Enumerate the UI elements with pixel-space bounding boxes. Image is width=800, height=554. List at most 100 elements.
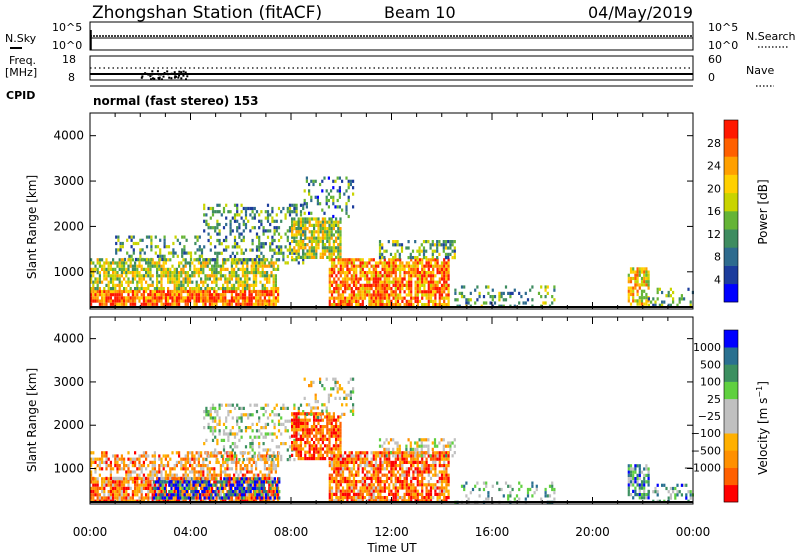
power-cell <box>98 277 101 281</box>
power-cell <box>109 274 112 278</box>
power-cell <box>149 302 152 306</box>
power-cell <box>361 296 364 300</box>
velocity-cell <box>299 421 302 425</box>
power-cell <box>328 287 331 291</box>
power-cell <box>184 302 187 306</box>
velocity-cell <box>216 442 219 446</box>
power-cell <box>436 290 439 294</box>
velocity-cell <box>94 483 97 487</box>
velocity-cell <box>220 438 223 442</box>
velocity-cell <box>295 415 298 419</box>
velocity-cell <box>335 486 338 490</box>
velocity-cell <box>229 477 232 481</box>
nave-point <box>147 73 150 76</box>
power-cell <box>317 239 320 243</box>
velocity-cell <box>151 490 154 494</box>
power-cell <box>116 289 119 294</box>
power-cell <box>647 297 650 301</box>
power-cell <box>224 289 227 294</box>
velocity-cell <box>145 480 148 484</box>
power-cell <box>230 302 233 306</box>
power-cell <box>379 274 382 278</box>
velocity-cell <box>120 480 123 484</box>
power-cell <box>237 299 240 303</box>
power-cell <box>348 303 351 307</box>
velocity-cell <box>341 412 344 416</box>
power-cell <box>634 283 637 287</box>
power-cell <box>396 283 400 287</box>
velocity-cell <box>310 384 313 388</box>
power-cell <box>627 273 630 277</box>
power-cell <box>107 280 110 284</box>
velocity-cell <box>233 454 237 458</box>
power-cell <box>295 243 298 247</box>
velocity-cell <box>239 477 242 481</box>
power-cell <box>315 239 318 243</box>
power-cell <box>220 251 223 255</box>
power-cell <box>103 289 106 294</box>
power-cell <box>172 241 175 246</box>
velocity-cell <box>103 460 106 464</box>
velocity-cell <box>306 441 309 445</box>
power-cell <box>195 296 198 300</box>
velocity-cell <box>203 416 206 420</box>
power-cell <box>308 192 311 196</box>
power-cell <box>103 261 106 265</box>
power-cell <box>325 202 328 206</box>
velocity-cell <box>295 441 298 445</box>
power-cell <box>429 296 433 300</box>
velocity-cell <box>260 483 263 487</box>
power-cell <box>308 223 311 227</box>
power-cell <box>436 246 439 250</box>
power-cell <box>105 302 108 306</box>
velocity-cell <box>186 460 189 464</box>
power-cell <box>178 287 181 291</box>
power-cell <box>302 258 305 262</box>
power-cell <box>335 239 338 243</box>
power-cell <box>317 243 320 247</box>
velocity-cell <box>94 493 97 497</box>
power-cell <box>454 298 457 302</box>
velocity-cell <box>344 492 347 496</box>
velocity-cell <box>363 451 367 455</box>
velocity-cell <box>366 499 369 503</box>
velocity-cell <box>238 458 241 462</box>
power-colorbar-swatch <box>724 156 738 175</box>
velocity-cell <box>168 490 171 494</box>
velocity-cell <box>134 476 137 480</box>
velocity-cell <box>374 489 378 493</box>
power-cell <box>272 299 275 303</box>
power-cell <box>252 302 255 306</box>
velocity-cell <box>335 473 338 477</box>
velocity-cell <box>275 445 278 449</box>
power-cell <box>134 296 137 300</box>
power-cell <box>257 264 260 268</box>
power-cell <box>291 255 294 259</box>
power-cell <box>206 274 209 278</box>
velocity-cell <box>212 490 215 494</box>
power-cell <box>233 299 236 303</box>
velocity-cell <box>151 483 154 487</box>
power-cell <box>193 258 196 262</box>
velocity-cell <box>214 406 217 410</box>
power-cell <box>344 283 347 287</box>
power-cell <box>438 240 441 244</box>
velocity-cell <box>295 431 298 435</box>
velocity-cell <box>370 451 373 455</box>
velocity-cell <box>337 464 340 468</box>
velocity-cell <box>225 432 228 436</box>
velocity-cell <box>266 451 269 455</box>
power-cell <box>180 271 183 275</box>
velocity-cell <box>90 470 93 474</box>
power-cell <box>416 299 419 303</box>
velocity-cell <box>366 473 369 477</box>
velocity-cell <box>352 387 355 391</box>
power-cell <box>125 280 128 284</box>
velocity-cell <box>299 437 302 441</box>
velocity-cell <box>159 496 162 500</box>
power-cell <box>277 232 281 236</box>
power-cell <box>346 287 349 291</box>
power-cell <box>261 283 264 287</box>
velocity-cell <box>335 467 338 471</box>
nave-point <box>184 71 187 74</box>
